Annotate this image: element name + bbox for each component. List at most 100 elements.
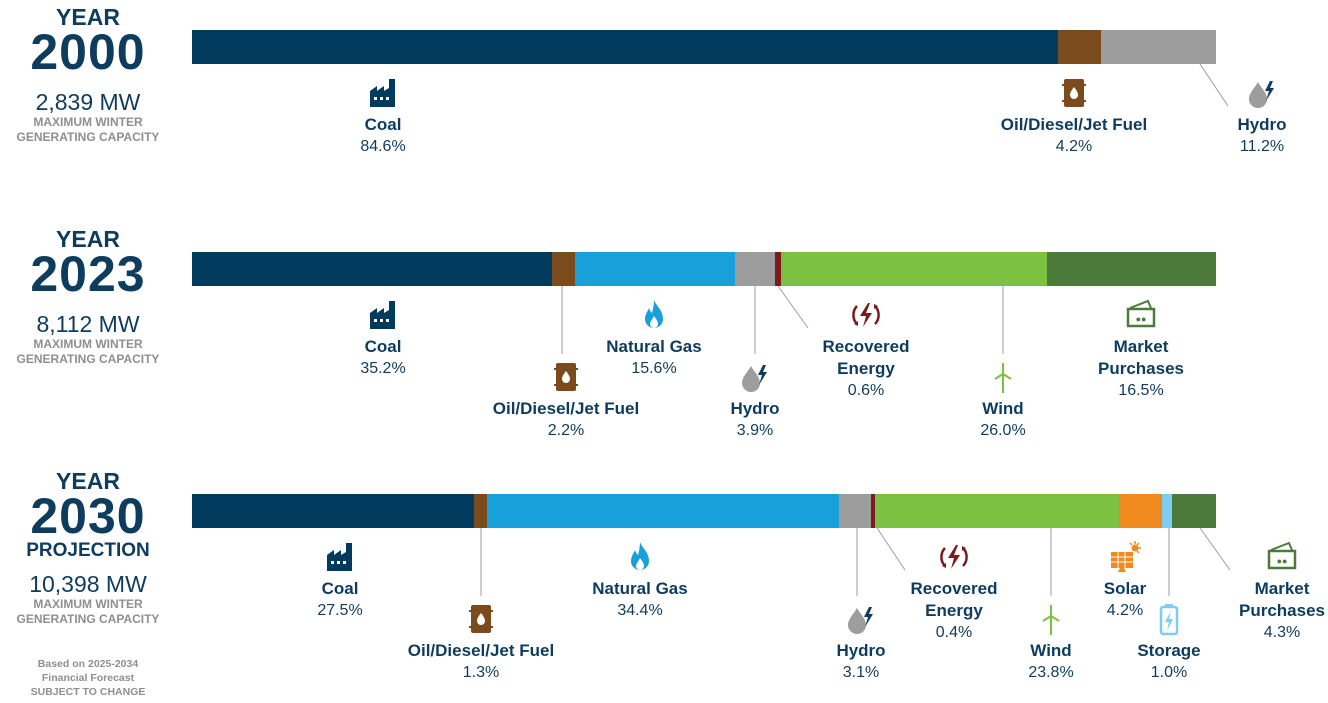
capacity: 2,839 MW bbox=[35, 89, 141, 115]
segment-name: Wind bbox=[982, 399, 1024, 418]
icon bbox=[645, 300, 663, 328]
bar-segment bbox=[734, 252, 775, 286]
bar-segment bbox=[1118, 494, 1162, 528]
footnote: Based on 2025-2034 Financial Forecast SUBJ… bbox=[0, 657, 176, 699]
segment-label: ●● Market Purchases 4.3% bbox=[1234, 540, 1328, 643]
segment-name: Natural Gas bbox=[606, 337, 702, 356]
year-label: YEAR bbox=[56, 226, 120, 252]
bar-segment bbox=[192, 252, 553, 286]
segment-label: Natural Gas 15.6% bbox=[554, 298, 754, 379]
footnote-line: Based on 2025-2034 bbox=[37, 658, 139, 670]
segment-name: Oil/Diesel/Jet Fuel bbox=[1000, 115, 1148, 134]
segment-name: Hydro bbox=[1237, 115, 1287, 134]
segment-label: Coal 84.6% bbox=[283, 76, 483, 157]
segment-label: Hydro 3.9% bbox=[655, 360, 855, 441]
segment-name: Coal bbox=[364, 115, 402, 134]
segment-label: Recovered Energy 0.4% bbox=[899, 540, 1009, 643]
footnote-line: Financial Forecast bbox=[41, 672, 135, 684]
segment-label: Oil/Diesel/Jet Fuel 4.2% bbox=[974, 76, 1174, 157]
icon bbox=[848, 607, 873, 634]
icon bbox=[1042, 605, 1060, 635]
capacity: 10,398 MW bbox=[29, 571, 147, 597]
capacity: 8,112 MW bbox=[36, 311, 140, 337]
capacity-label: MAXIMUM WINTER GENERATING CAPACITY bbox=[16, 597, 160, 626]
segment-label: Wind 23.8% bbox=[951, 602, 1151, 683]
icon bbox=[994, 363, 1012, 393]
segment-name: Coal bbox=[321, 579, 359, 598]
segment-name: Market Purchases bbox=[1098, 337, 1184, 378]
leader-line bbox=[876, 527, 906, 571]
segment-percent: 4.2% bbox=[1055, 138, 1093, 155]
icon bbox=[742, 365, 767, 392]
year: 2000 bbox=[30, 24, 146, 80]
segment-percent: 4.2% bbox=[1106, 602, 1144, 619]
icon bbox=[370, 301, 395, 329]
segment-percent: 15.6% bbox=[631, 360, 677, 377]
bar-segment bbox=[574, 252, 735, 286]
bar-segment bbox=[875, 494, 1119, 528]
segment-percent: 1.3% bbox=[462, 664, 500, 681]
segment-percent: 84.6% bbox=[360, 138, 406, 155]
segment-percent: 0.4% bbox=[935, 624, 973, 641]
icon bbox=[1062, 79, 1086, 107]
icon bbox=[631, 542, 649, 570]
bar-segment bbox=[1171, 494, 1216, 528]
year-panel: YEAR 2023 8,112 MW MAXIMUM WINTER GENERATIN… bbox=[0, 227, 176, 367]
leader-line bbox=[1199, 527, 1231, 571]
year-label: YEAR bbox=[56, 468, 120, 494]
year: 2023 bbox=[30, 246, 146, 302]
segment-label: Hydro 3.1% bbox=[761, 602, 961, 683]
icon bbox=[469, 605, 493, 633]
segment-percent: 2.2% bbox=[547, 422, 585, 439]
svg-text:●●: ●● bbox=[1136, 314, 1147, 324]
segment-name: Wind bbox=[1030, 641, 1072, 660]
segment-percent: 35.2% bbox=[360, 360, 406, 377]
segment-name: Hydro bbox=[730, 399, 780, 418]
leader-line bbox=[1199, 63, 1229, 107]
segment-label: Coal 27.5% bbox=[240, 540, 440, 621]
bar-segment bbox=[486, 494, 840, 528]
icon bbox=[370, 79, 395, 107]
segment-percent: 23.8% bbox=[1028, 664, 1074, 681]
year-label: YEAR bbox=[56, 4, 120, 30]
segment-percent: 1.0% bbox=[1150, 664, 1188, 681]
segment-name: Recovered Energy bbox=[822, 337, 910, 378]
segment-name: Oil/Diesel/Jet Fuel bbox=[407, 641, 555, 660]
bar-segment bbox=[774, 252, 781, 286]
segment-percent: 4.3% bbox=[1263, 624, 1301, 641]
segment-percent: 27.5% bbox=[317, 602, 363, 619]
segment-label: Oil/Diesel/Jet Fuel 2.2% bbox=[466, 360, 666, 441]
bar-segment bbox=[192, 30, 1059, 64]
leader-line bbox=[777, 285, 809, 329]
bar-segment bbox=[1058, 30, 1102, 64]
segment-label: Solar 4.2% bbox=[1025, 540, 1225, 621]
projection: PROJECTION bbox=[26, 540, 150, 561]
year-panel: YEAR 2000 2,839 MW MAXIMUM WINTER GENERATIN… bbox=[0, 5, 176, 145]
icon bbox=[1249, 81, 1274, 108]
icon bbox=[852, 303, 880, 327]
bar-segment bbox=[1161, 494, 1172, 528]
segment-percent: 3.9% bbox=[736, 422, 774, 439]
capacity-label: MAXIMUM WINTER GENERATING CAPACITY bbox=[16, 337, 160, 366]
segment-label: Wind 26.0% bbox=[903, 360, 1103, 441]
segment-label: Coal 35.2% bbox=[283, 298, 483, 379]
segment-name: Solar bbox=[1103, 579, 1147, 598]
segment-name: Natural Gas bbox=[592, 579, 688, 598]
segment-name: Storage bbox=[1137, 641, 1201, 660]
segment-name: Market Purchases bbox=[1239, 579, 1325, 620]
icon bbox=[940, 545, 968, 569]
bar-segment bbox=[552, 252, 575, 286]
year-panel: YEAR 2030 PROJECTION 10,398 MW MAXIMUM WINTE… bbox=[0, 469, 176, 627]
bar-segment bbox=[839, 494, 871, 528]
segment-label: Oil/Diesel/Jet Fuel 1.3% bbox=[381, 602, 581, 683]
segment-label: Recovered Energy 0.6% bbox=[811, 298, 921, 401]
segment-name: Recovered Energy bbox=[910, 579, 998, 620]
segment-label: Hydro 11.2% bbox=[1196, 76, 1328, 157]
bar-segment bbox=[780, 252, 1048, 286]
icon bbox=[554, 363, 578, 391]
capacity-label: MAXIMUM WINTER GENERATING CAPACITY bbox=[16, 115, 160, 144]
segment-name: Hydro bbox=[836, 641, 886, 660]
bar-segment bbox=[1047, 252, 1216, 286]
